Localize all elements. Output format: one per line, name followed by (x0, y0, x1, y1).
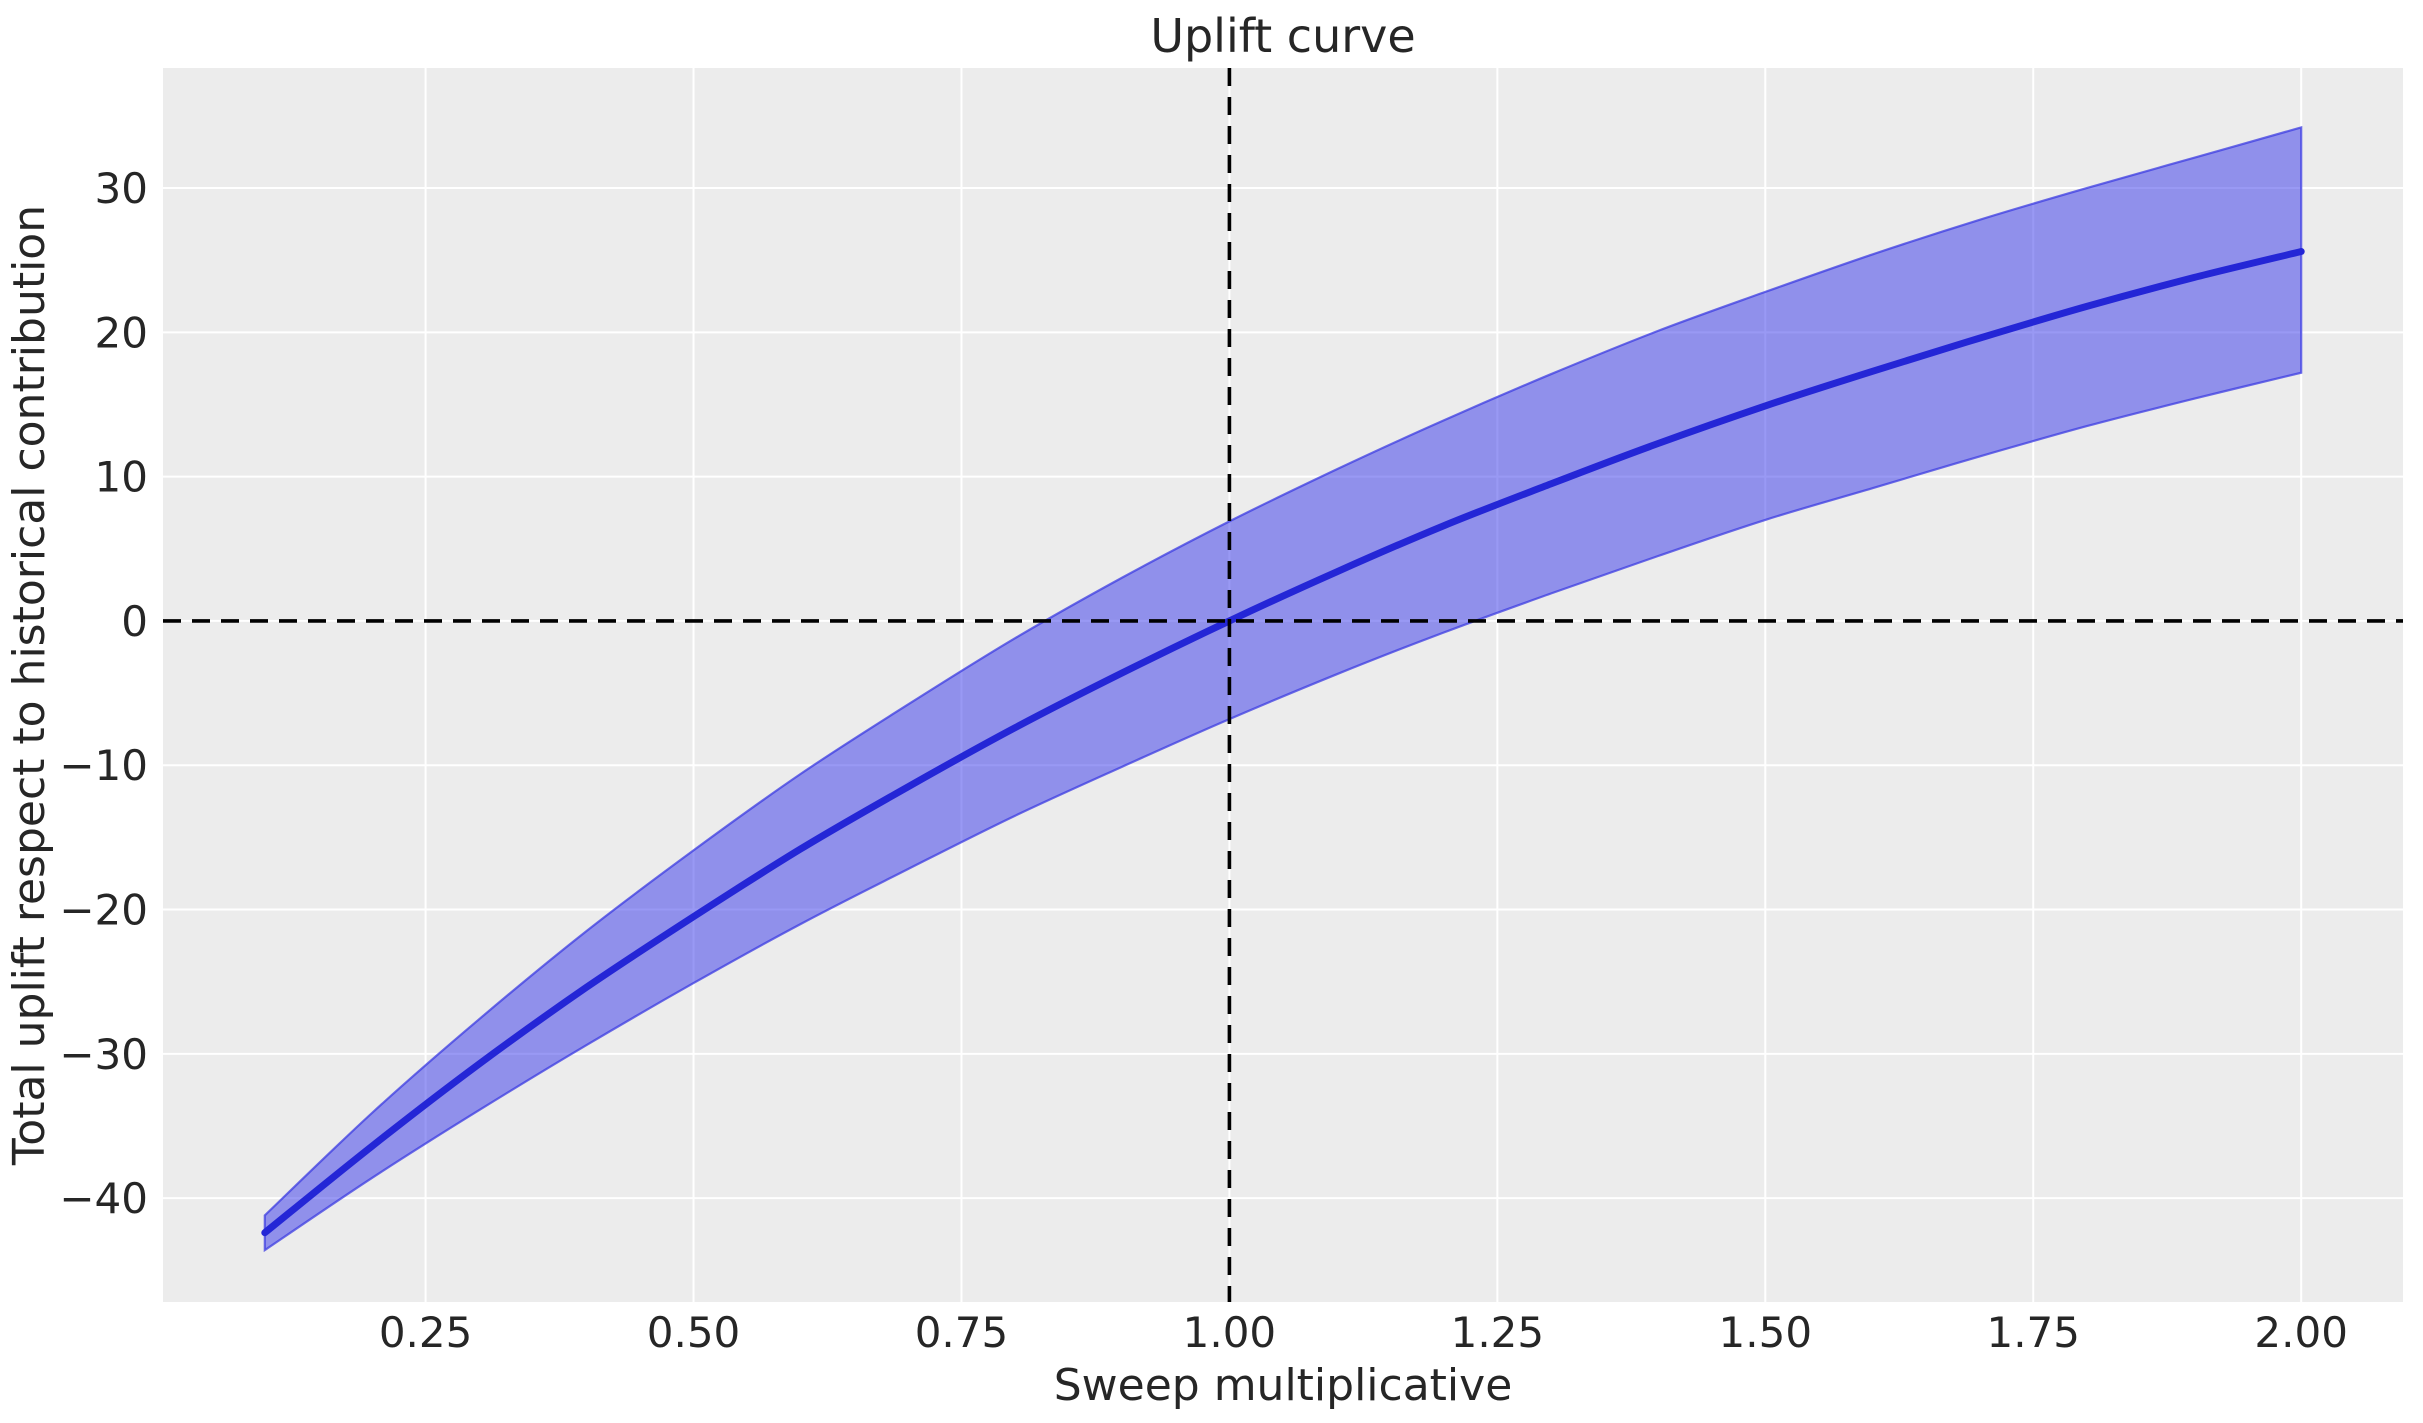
chart-title: Uplift curve (1150, 9, 1415, 63)
x-tick-label: 1.50 (1719, 1308, 1813, 1357)
y-tick-label: 20 (95, 308, 148, 357)
y-tick-label: 30 (95, 164, 148, 213)
y-tick-label: −20 (59, 886, 148, 935)
x-tick-label: 0.25 (379, 1308, 473, 1357)
y-tick-label: 10 (95, 453, 148, 502)
confidence-band (263, 125, 2303, 1253)
y-tick-label: 0 (121, 597, 148, 646)
y-tick-label: −10 (59, 741, 148, 790)
x-axis-label: Sweep multiplicative (1054, 1360, 1513, 1411)
y-tick-label: −40 (59, 1174, 148, 1223)
x-tick-label: 1.75 (1986, 1308, 2080, 1357)
x-tick-label: 0.75 (915, 1308, 1009, 1357)
reference-lines (163, 68, 2403, 1302)
x-tick-label: 0.50 (647, 1308, 741, 1357)
median-line (261, 248, 2305, 1237)
x-tick-label: 2.00 (2254, 1308, 2348, 1357)
series-layer (261, 125, 2305, 1253)
x-tick-label: 1.00 (1183, 1308, 1277, 1357)
y-tick-label: −30 (59, 1030, 148, 1079)
tick-labels: 0.25 0.50 0.75 1.00 1.25 1.50 1.75 2.00 30 20 10 0 −… (59, 164, 2348, 1357)
y-axis-label: Total uplift respect to historical contr… (4, 205, 55, 1166)
x-tick-label: 1.25 (1451, 1308, 1545, 1357)
